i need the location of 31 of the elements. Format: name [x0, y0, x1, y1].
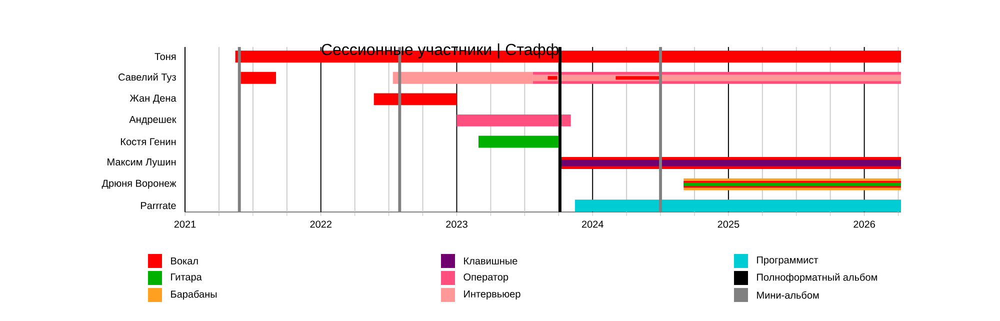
y-tick-label: Савелий Туз	[118, 73, 176, 83]
x-tick-label: 2021	[174, 220, 196, 228]
legend-label: Мини-альбом	[757, 291, 819, 299]
y-tick-label: Костя Генин	[121, 138, 176, 146]
x-tick-label: 2026	[854, 220, 875, 228]
x-tick-label: 2025	[718, 220, 740, 228]
legend-label: Вокал	[171, 257, 198, 264]
legend-label: Программист	[757, 256, 818, 266]
x-tick-label: 2022	[310, 220, 332, 228]
y-tick-label: Андрешек	[129, 116, 176, 125]
bar	[574, 200, 901, 212]
legend-label: Интервьюер	[464, 290, 520, 300]
x-tick-label: 2023	[446, 220, 468, 228]
bar	[548, 76, 558, 80]
bar	[561, 160, 901, 166]
y-tick-label: Максим Лушин	[108, 158, 176, 168]
y-tick-label: Дрюня Воронеж	[102, 180, 176, 189]
x-tick-label: 2024	[582, 220, 604, 228]
bar	[456, 114, 571, 126]
legend-label: Оператор	[464, 273, 508, 283]
bar	[374, 93, 457, 106]
legend-label: Клавишные	[464, 257, 518, 264]
legend-label: Полноформатный альбом	[757, 273, 877, 283]
bar	[616, 76, 660, 80]
legend-label: Гитара	[171, 274, 202, 282]
legend-label: Барабаны	[171, 290, 217, 300]
bar	[240, 72, 276, 84]
bar	[478, 136, 559, 148]
y-tick-label: Тоня	[154, 53, 176, 60]
y-tick-label: Parrrate	[141, 202, 176, 210]
y-tick-label: Жан Дена	[130, 94, 176, 104]
